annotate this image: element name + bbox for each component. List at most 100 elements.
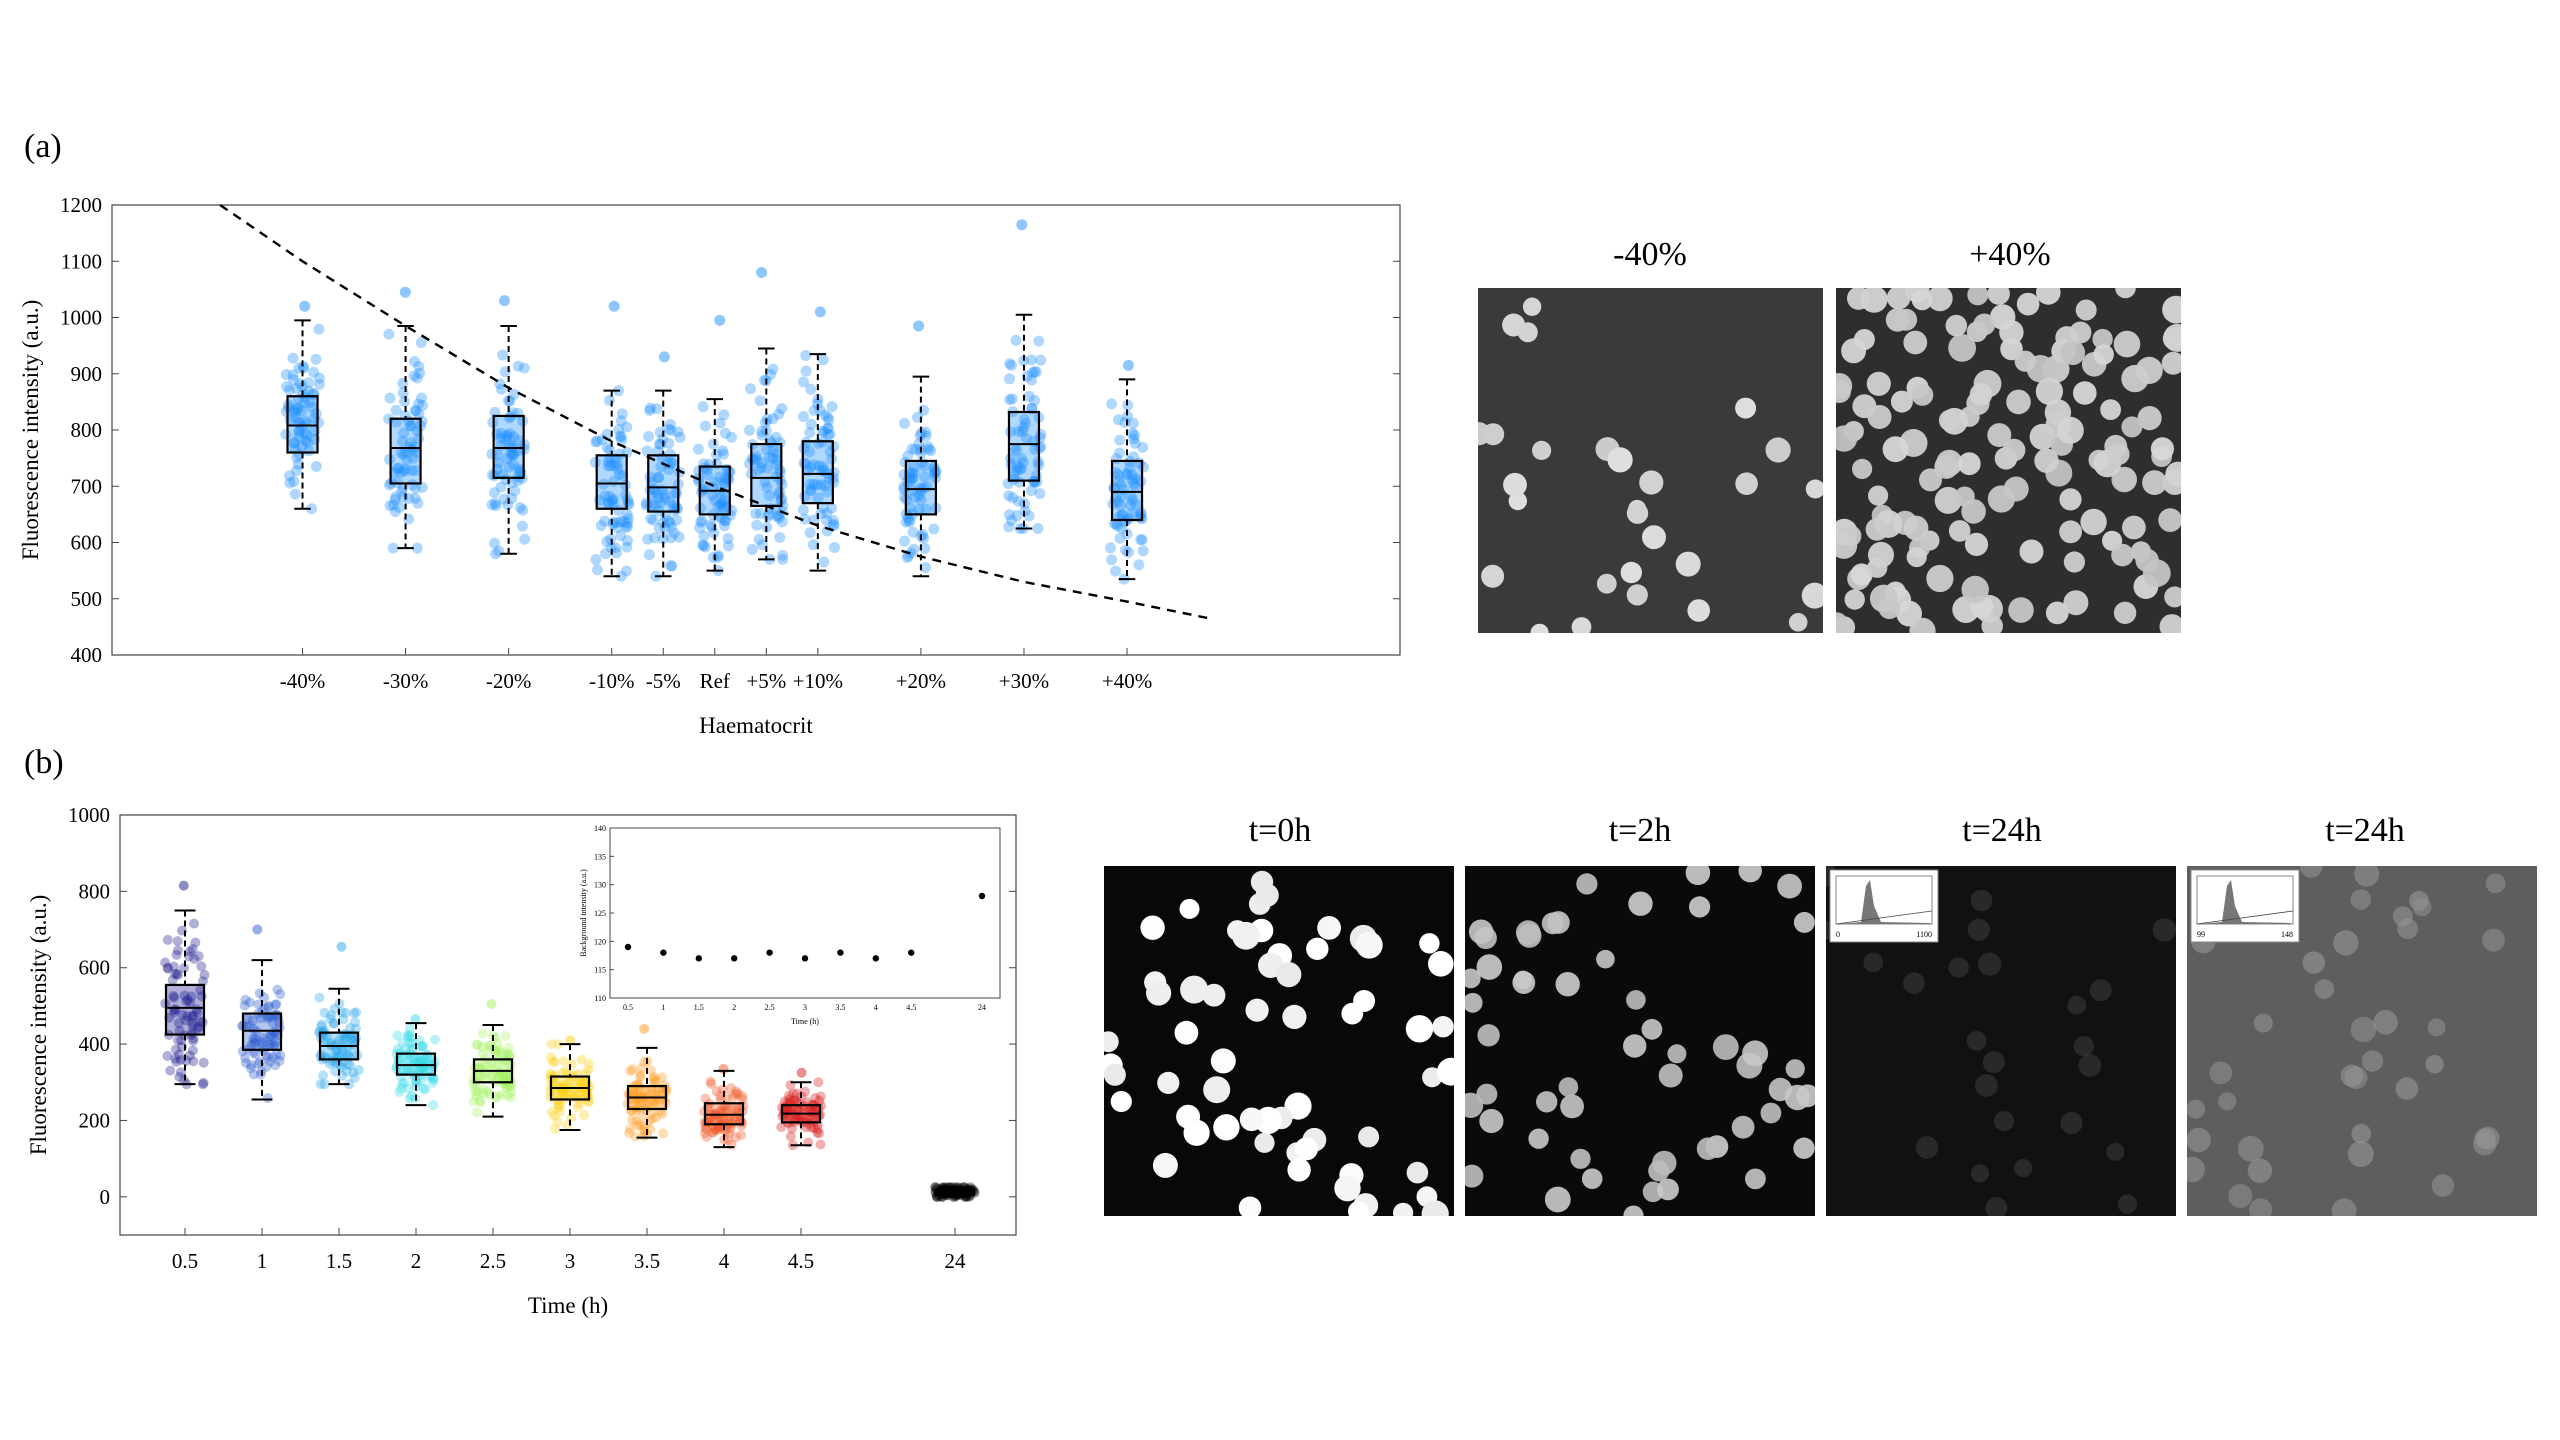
x-axis-label: Haematocrit bbox=[699, 713, 813, 738]
cell bbox=[2350, 1016, 2377, 1043]
data-point bbox=[1014, 463, 1026, 475]
data-point bbox=[342, 1050, 353, 1061]
data-point bbox=[821, 486, 833, 498]
data-point bbox=[389, 467, 401, 479]
data-point bbox=[410, 447, 422, 459]
data-point bbox=[595, 520, 607, 532]
data-point bbox=[501, 431, 513, 443]
data-point bbox=[907, 484, 919, 496]
data-point bbox=[712, 1124, 723, 1135]
data-point bbox=[293, 431, 305, 443]
data-point bbox=[391, 462, 403, 474]
data-point bbox=[1013, 425, 1025, 437]
inset-x-tick-label: 2 bbox=[732, 1003, 736, 1012]
data-point bbox=[672, 426, 684, 438]
data-point bbox=[486, 499, 498, 511]
cell bbox=[1213, 1114, 1240, 1141]
cell bbox=[1961, 499, 1986, 524]
data-point bbox=[409, 1054, 420, 1065]
data-point bbox=[174, 1049, 185, 1060]
cell bbox=[1765, 437, 1791, 463]
data-point bbox=[717, 1113, 728, 1124]
box-group bbox=[1104, 359, 1149, 585]
data-point bbox=[1110, 565, 1122, 577]
box bbox=[164, 983, 206, 1036]
data-point bbox=[190, 937, 201, 948]
data-point bbox=[553, 1039, 564, 1050]
data-point bbox=[251, 1035, 262, 1046]
data-point bbox=[600, 548, 612, 560]
data-point bbox=[649, 532, 661, 544]
data-point bbox=[812, 1127, 823, 1138]
data-point bbox=[1125, 490, 1137, 502]
cell bbox=[1481, 564, 1505, 588]
data-point bbox=[719, 515, 731, 527]
data-point bbox=[806, 1122, 817, 1133]
cell bbox=[2350, 889, 2372, 910]
data-point bbox=[319, 1079, 330, 1090]
y-tick-label: 1100 bbox=[61, 249, 102, 273]
outlier-point bbox=[814, 306, 826, 318]
data-point bbox=[187, 1045, 198, 1056]
cell bbox=[1110, 1090, 1132, 1113]
data-point bbox=[667, 499, 679, 511]
data-point bbox=[1003, 373, 1015, 385]
data-point bbox=[658, 1128, 669, 1139]
cell bbox=[1689, 896, 1711, 918]
data-point bbox=[904, 514, 916, 526]
cell bbox=[2092, 328, 2113, 350]
outlier-point bbox=[1122, 359, 1134, 371]
data-point bbox=[1110, 518, 1122, 530]
data-point bbox=[409, 404, 421, 416]
x-tick-label: 24 bbox=[945, 1249, 967, 1273]
data-point bbox=[709, 1108, 720, 1119]
data-point bbox=[1004, 394, 1016, 406]
y-tick-label: 800 bbox=[79, 879, 111, 903]
inset-y-tick-label: 115 bbox=[594, 966, 606, 975]
panel-label-b: (b) bbox=[24, 744, 64, 781]
data-point bbox=[384, 392, 396, 404]
data-point bbox=[604, 490, 616, 502]
box-group bbox=[486, 295, 531, 560]
outlier-point bbox=[336, 941, 347, 952]
data-point bbox=[776, 403, 788, 415]
data-point bbox=[261, 1061, 272, 1072]
data-point bbox=[694, 522, 706, 534]
data-point bbox=[475, 1097, 486, 1108]
data-point bbox=[296, 421, 308, 433]
data-point bbox=[192, 1007, 203, 1018]
data-point bbox=[632, 1120, 643, 1131]
data-point bbox=[765, 369, 777, 381]
data-point bbox=[649, 1096, 660, 1107]
cell bbox=[2218, 1092, 2237, 1111]
cell bbox=[1863, 952, 1883, 973]
inset-y-label: Background intensity (a.u.) bbox=[579, 869, 588, 957]
histogram-inset: 0 1100 bbox=[1829, 869, 1939, 943]
cell bbox=[2253, 1013, 2273, 1033]
histogram-plot bbox=[1835, 875, 1933, 925]
data-point bbox=[706, 490, 718, 502]
data-point bbox=[319, 1007, 330, 1018]
data-point bbox=[549, 1056, 560, 1067]
data-point bbox=[663, 437, 675, 449]
data-point bbox=[617, 469, 629, 481]
data-point bbox=[242, 1013, 253, 1024]
data-point bbox=[777, 553, 789, 565]
data-point bbox=[1026, 402, 1038, 414]
data-point bbox=[495, 432, 507, 444]
data-point bbox=[657, 533, 669, 545]
data-point bbox=[649, 1076, 660, 1087]
outlier-point bbox=[608, 300, 620, 312]
data-point bbox=[907, 526, 919, 538]
data-point bbox=[1128, 478, 1140, 490]
data-point bbox=[723, 474, 735, 486]
cell bbox=[1890, 390, 1913, 413]
data-point bbox=[244, 1020, 255, 1031]
cell bbox=[2473, 1132, 2497, 1156]
data-point bbox=[1018, 414, 1030, 426]
data-point bbox=[1112, 414, 1124, 426]
data-point bbox=[664, 448, 676, 460]
data-point bbox=[412, 1056, 423, 1067]
cell bbox=[2069, 321, 2092, 344]
micrograph-t24h-enhanced: 99 148 bbox=[2187, 866, 2537, 1216]
